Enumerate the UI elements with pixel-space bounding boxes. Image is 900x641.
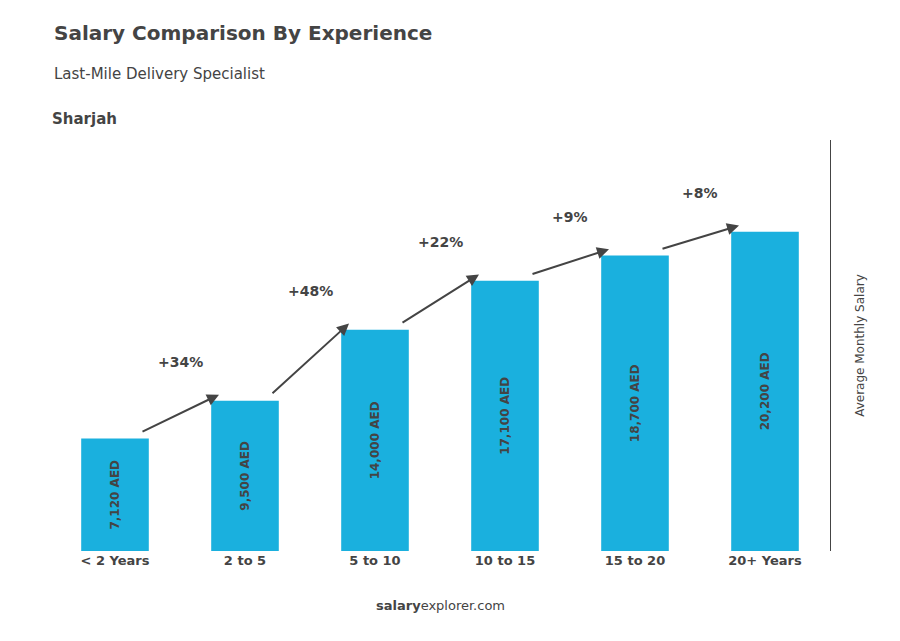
svg-text:Last-Mile Delivery Specialist: Last-Mile Delivery Specialist bbox=[54, 65, 265, 83]
svg-text:+9%: +9% bbox=[552, 209, 588, 225]
svg-text:+34%: +34% bbox=[158, 354, 203, 370]
svg-text:15 to 20: 15 to 20 bbox=[605, 553, 665, 568]
svg-text:+48%: +48% bbox=[288, 283, 333, 299]
svg-text:Salary Comparison By Experienc: Salary Comparison By Experience bbox=[54, 21, 432, 45]
svg-text:7,120 AED: 7,120 AED bbox=[108, 460, 122, 530]
svg-text:salaryexplorer.com: salaryexplorer.com bbox=[376, 598, 505, 613]
svg-text:20+ Years: 20+ Years bbox=[728, 553, 802, 568]
svg-text:10 to 15: 10 to 15 bbox=[475, 553, 535, 568]
svg-text:18,700 AED: 18,700 AED bbox=[628, 364, 642, 442]
svg-text:17,100 AED: 17,100 AED bbox=[498, 377, 512, 455]
svg-text:20,200 AED: 20,200 AED bbox=[758, 352, 772, 430]
svg-text:Average Monthly Salary: Average Monthly Salary bbox=[853, 274, 867, 417]
svg-text:Sharjah: Sharjah bbox=[52, 110, 117, 128]
svg-text:14,000 AED: 14,000 AED bbox=[368, 401, 382, 479]
svg-text:+8%: +8% bbox=[682, 185, 718, 201]
svg-text:5 to 10: 5 to 10 bbox=[349, 553, 400, 568]
svg-text:2 to 5: 2 to 5 bbox=[224, 553, 266, 568]
svg-text:< 2 Years: < 2 Years bbox=[81, 553, 150, 568]
svg-text:9,500 AED: 9,500 AED bbox=[238, 441, 252, 511]
svg-text:+22%: +22% bbox=[418, 234, 463, 250]
